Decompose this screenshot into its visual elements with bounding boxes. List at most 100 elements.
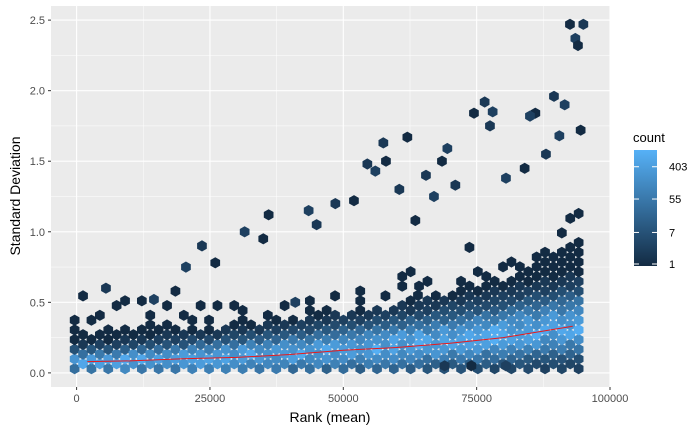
hex-cell [153,353,164,365]
hex-cell [204,324,214,336]
hex-cell [363,338,374,350]
hex-cell [170,285,181,297]
hex-cell [523,363,534,375]
hex-outlier [181,261,191,273]
hex-cell [573,285,584,297]
hex-cell [557,353,567,365]
hex-cell [330,329,340,341]
hex-cell [221,334,231,346]
hex-cell [548,290,559,302]
hex-cell [498,348,508,360]
hex-cell [372,363,382,375]
hex-cell [422,363,433,375]
hex-outlier [466,360,477,372]
hex-cell [237,334,248,346]
hex-cell [263,329,273,341]
hex-cell [120,334,130,346]
hex-cell [338,314,349,326]
hex-cell [305,314,315,326]
hex-cell [515,358,525,370]
hex-cell [153,343,164,355]
hex-cell [355,353,366,365]
hex-cell [506,275,517,287]
hex-cell [271,334,282,346]
hex-cell [557,285,567,297]
hex-cell [481,319,492,331]
hex-cell [187,324,198,336]
hex-cell [573,207,584,220]
hex-cell [573,343,584,355]
legend-tick-label: 403 [669,162,687,174]
hex-cell [137,324,147,336]
hex-cell [279,300,290,312]
hex-cell [212,300,223,312]
hex-cell [565,309,576,321]
hex-cell [456,295,466,307]
hex-cell [565,280,576,292]
hex-cell [179,358,189,370]
hex-cell [498,261,508,273]
hex-cell [355,324,366,336]
hex-cell [573,353,584,365]
hex-cell [263,309,273,321]
hex-outlier [239,226,250,238]
hex-cell [237,324,248,336]
hex-cell [111,348,122,360]
hex-cell [305,343,315,355]
hex-cell [489,324,500,336]
hex-cell [456,304,466,317]
hex-cell [389,353,399,365]
hex-cell [380,358,391,370]
hex-cell [86,343,97,355]
hex-cell [153,334,164,346]
hex-outlier [378,137,389,149]
hex-cell [179,348,189,360]
hex-outlier [437,155,447,167]
hex-cell [565,241,576,253]
hex-cell [540,304,550,317]
hex-cell [473,343,483,355]
hex-cell [195,338,206,350]
hex-cell [565,348,576,360]
hex-cell [531,280,542,292]
hex-cell [439,334,450,346]
hex-cell [78,358,88,370]
hex-cell [573,324,584,336]
hex-cell [473,295,483,307]
hex-cell [456,324,466,336]
hex-cell [422,334,433,346]
hex-cell [103,343,114,355]
hex-cell [405,295,416,307]
hex-cell [557,246,567,258]
hex-cell [263,319,273,331]
hex-cell [523,266,534,278]
hex-cell [531,251,542,263]
hex-outlier [501,172,511,184]
hex-cell [69,314,80,326]
hex-cell [548,261,559,273]
hex-cell [515,261,525,273]
axes: 0 25000 50000 75000 100000 0.0 0.5 1.0 1.5 2.0 2.5 [30,15,629,405]
hex-cell [221,353,231,365]
hex-cell [279,338,290,350]
hex-cell [405,304,416,317]
x-tick-label: 0 [74,393,80,405]
hex-cell [187,363,198,375]
hex-cell [389,363,399,375]
hex-cell [414,329,424,341]
hex-cell [120,343,130,355]
hex-cell [422,304,433,317]
hex-cell [145,309,156,321]
hex-cell [120,324,130,336]
hex-outlier [413,289,423,301]
hex-cell [313,319,324,331]
hex-outlier [439,360,450,372]
hex-cell [523,314,534,326]
hex-cell [506,353,517,365]
x-tick-label: 75000 [461,393,492,405]
hex-cell [464,280,475,292]
hex-cell [489,343,500,355]
hex-cell [279,319,290,331]
hex-cell [145,319,156,331]
hex-cell [473,304,483,317]
